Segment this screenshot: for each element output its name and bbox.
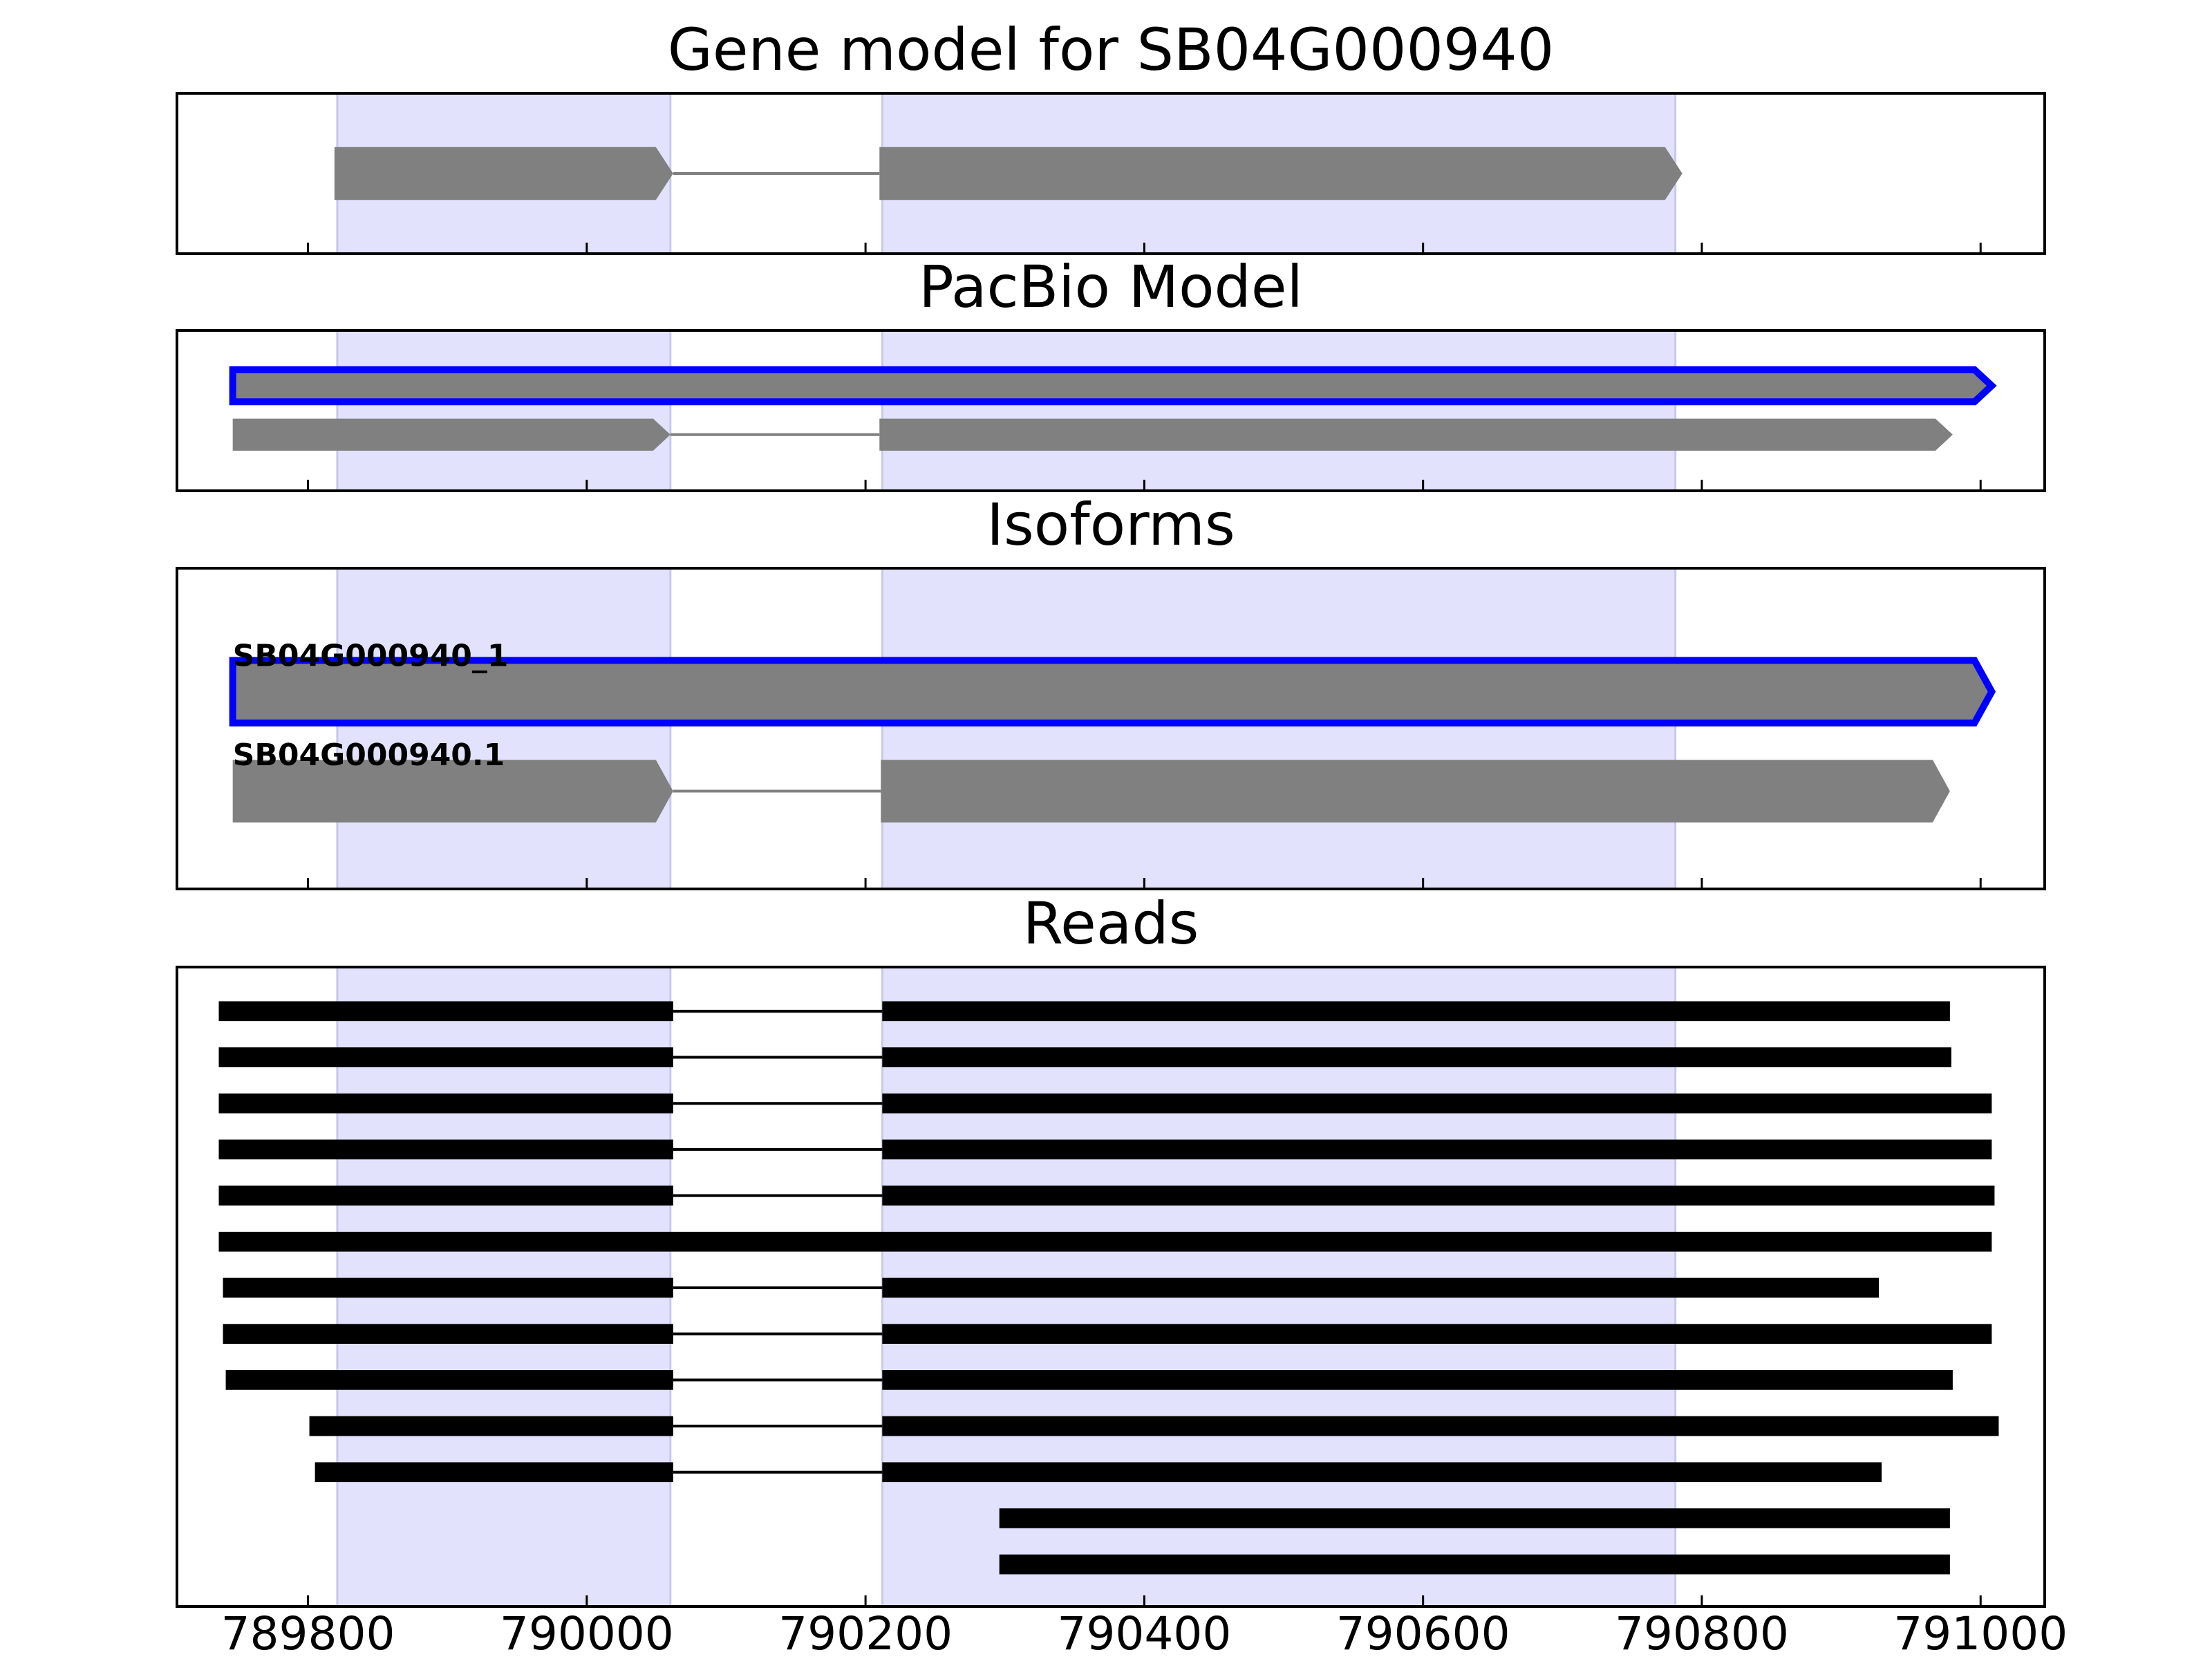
track — [999, 1508, 1950, 1528]
read-block — [882, 1001, 1950, 1022]
panel: Gene model for SB04G000940 — [176, 16, 2046, 255]
panel: Reads 789800 790000 790200 790400 790600 79080… — [176, 890, 2068, 1659]
read-block — [218, 1139, 673, 1160]
region-shade — [881, 567, 1677, 890]
panel-frame — [176, 329, 2046, 492]
read-block — [223, 1277, 673, 1298]
track-label: SB04G000940.1 — [233, 738, 505, 773]
track — [218, 1001, 1950, 1022]
track — [309, 1416, 1999, 1436]
panel-title: Reads — [1023, 890, 1199, 957]
read-block — [218, 1001, 673, 1022]
track — [229, 366, 1997, 406]
panel-title: Isoforms — [986, 491, 1235, 559]
track — [334, 147, 1683, 200]
read-block — [225, 1370, 673, 1390]
x-tick-label: 790800 — [1615, 1607, 1789, 1659]
exon — [881, 760, 1950, 823]
exon — [334, 147, 673, 200]
exon — [232, 418, 671, 451]
track — [218, 1093, 1992, 1114]
x-tick-label: 789800 — [221, 1607, 395, 1659]
read-block — [218, 1185, 673, 1206]
read-block — [882, 1277, 1880, 1298]
track — [232, 418, 1953, 451]
track — [999, 1554, 1950, 1575]
read-block — [882, 1185, 1995, 1206]
read-block — [218, 1093, 673, 1114]
x-tick-label: 790000 — [500, 1607, 674, 1659]
track — [223, 1277, 1880, 1298]
read-block — [882, 1093, 1992, 1114]
x-tick-label: 790200 — [778, 1607, 953, 1659]
x-tick-label: 790400 — [1057, 1607, 1231, 1659]
read-block — [882, 1047, 1951, 1067]
track — [315, 1462, 1882, 1483]
panel-title: PacBio Model — [919, 253, 1303, 321]
track — [218, 1139, 1992, 1160]
track: SB04G000940_1 — [229, 638, 1996, 727]
panel-title: Gene model for SB04G000940 — [668, 16, 1554, 84]
read-block — [315, 1462, 673, 1483]
read-block — [882, 1462, 1882, 1483]
read-block — [999, 1554, 1950, 1575]
track — [218, 1231, 1992, 1252]
track — [225, 1370, 1953, 1390]
region-shade — [336, 329, 672, 492]
panel-frame — [176, 966, 2046, 1608]
track: SB04G000940.1 — [232, 738, 1950, 823]
read-block — [223, 1324, 673, 1344]
panel: Isoforms SB04G000940_1 SB04G000940.1 — [176, 491, 2046, 890]
read-block — [882, 1139, 1992, 1160]
region-shade — [881, 329, 1677, 492]
region-shade — [336, 567, 672, 890]
track — [223, 1324, 1992, 1344]
read-block — [882, 1324, 1992, 1344]
read-block — [309, 1416, 673, 1436]
exon — [229, 657, 1996, 727]
exon — [232, 760, 673, 823]
x-tick-label: 791000 — [1893, 1607, 2068, 1659]
panel: PacBio Model — [176, 253, 2046, 492]
read-block — [999, 1508, 1950, 1528]
read-block — [218, 1231, 1992, 1252]
track — [218, 1047, 1951, 1067]
read-block — [882, 1416, 1999, 1436]
panel-frame — [176, 92, 2046, 255]
exon — [879, 147, 1683, 200]
panel-frame — [176, 567, 2046, 890]
x-tick-label: 790600 — [1336, 1607, 1510, 1659]
read-block — [882, 1370, 1953, 1390]
track — [218, 1185, 1995, 1206]
track-label: SB04G000940_1 — [233, 638, 509, 673]
exon — [229, 366, 1997, 406]
exon — [879, 418, 1953, 451]
read-block — [218, 1047, 673, 1067]
